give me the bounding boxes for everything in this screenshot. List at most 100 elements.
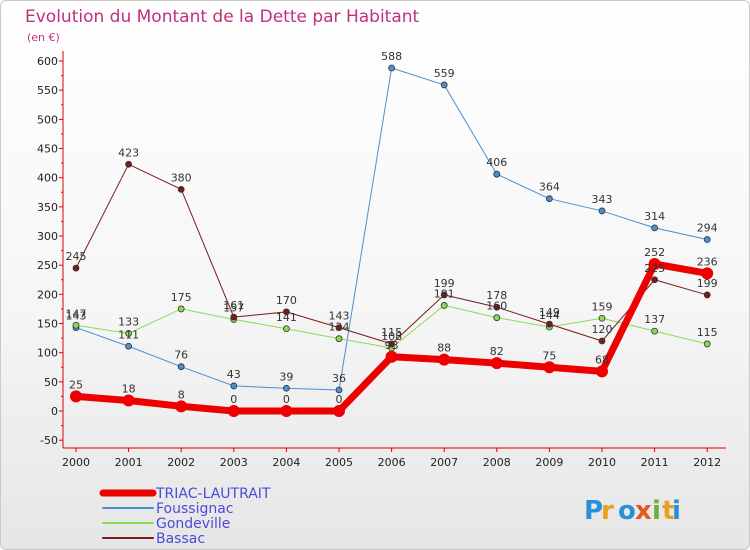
proxiti-logo: Pr o x i ti <box>584 496 681 526</box>
data-point-gondeville <box>703 340 711 348</box>
x-tick-label: 2010 <box>588 456 616 469</box>
data-point-bassac <box>651 276 658 284</box>
legend-label-foussignac: Foussignac <box>156 501 234 517</box>
legend-label-bassac: Bassac <box>156 531 205 547</box>
data-label-bassac: 115 <box>381 326 402 339</box>
y-tick-label: -50 <box>40 434 58 447</box>
logo-letter: i <box>672 496 681 526</box>
y-tick-label: 600 <box>37 55 58 68</box>
data-label-gondeville: 159 <box>592 300 613 313</box>
y-tick-label: 150 <box>37 318 58 331</box>
data-point-foussignac <box>493 170 501 178</box>
data-label-triac-lautrait: 68 <box>595 353 609 366</box>
x-tick-label: 2005 <box>325 456 353 469</box>
chart-subtitle: (en €) <box>27 31 60 44</box>
data-point-bassac <box>282 308 290 316</box>
data-point-bassac <box>598 337 606 345</box>
data-label-gondeville: 108 <box>381 330 402 343</box>
data-label-bassac: 170 <box>276 294 297 307</box>
x-tick-label: 2002 <box>167 456 195 469</box>
data-label-foussignac: 36 <box>332 372 346 385</box>
data-point-foussignac <box>546 195 553 203</box>
y-tick-label: 0 <box>51 405 58 418</box>
data-point-foussignac <box>335 386 343 394</box>
data-point-triac-lautrait <box>701 267 714 280</box>
y-tick-label: 250 <box>37 259 58 272</box>
data-label-bassac: 423 <box>118 146 139 159</box>
data-label-bassac: 161 <box>223 299 244 312</box>
data-label-bassac: 225 <box>644 262 665 275</box>
data-label-triac-lautrait: 252 <box>644 246 665 259</box>
data-label-layer: 143 111 76 43 39 36 588 559 406 364 343 314 294 147 13… <box>66 50 718 406</box>
data-point-triac-lautrait <box>122 394 135 407</box>
series-triac-lautrait <box>70 258 714 417</box>
x-tick-label: 2006 <box>378 456 406 469</box>
y-tick-label: 400 <box>37 172 58 185</box>
x-tick-label: 2004 <box>272 456 300 469</box>
logo-letter: x <box>635 496 652 526</box>
data-point-triac-lautrait <box>596 365 608 378</box>
data-point-bassac <box>335 324 343 331</box>
y-tick-label: 450 <box>37 143 58 156</box>
data-point-foussignac <box>125 342 132 350</box>
data-point-triac-lautrait <box>280 405 293 417</box>
chart-title: Evolution du Montant de la Dette par Hab… <box>25 7 420 27</box>
data-point-gondeville <box>493 314 501 322</box>
data-label-triac-lautrait: 88 <box>437 342 451 355</box>
data-point-triac-lautrait <box>648 258 661 271</box>
data-point-bassac <box>493 303 501 311</box>
data-point-bassac <box>125 160 132 168</box>
data-point-foussignac <box>177 363 185 371</box>
data-label-triac-lautrait: 8 <box>178 388 185 401</box>
x-tick-label: 2008 <box>483 456 511 469</box>
data-label-triac-lautrait: 82 <box>490 345 504 358</box>
data-label-foussignac: 76 <box>174 349 188 362</box>
data-label-bassac: 199 <box>434 277 455 290</box>
data-label-foussignac: 588 <box>381 50 402 63</box>
data-point-triac-lautrait <box>227 405 240 417</box>
data-label-bassac: 380 <box>171 171 192 184</box>
data-point-bassac <box>703 291 711 299</box>
x-tick-label: 2011 <box>641 456 669 469</box>
data-label-foussignac: 343 <box>592 193 613 206</box>
y-tick-label: 550 <box>37 84 58 97</box>
y-tick-label: 50 <box>44 376 58 389</box>
y-tick-label: 500 <box>37 113 58 126</box>
data-label-foussignac: 111 <box>118 328 139 341</box>
data-point-gondeville <box>440 302 448 309</box>
data-point-foussignac <box>388 64 396 72</box>
data-point-triac-lautrait <box>438 353 451 366</box>
data-point-triac-lautrait <box>175 400 188 413</box>
data-label-gondeville: 124 <box>329 321 350 334</box>
data-label-foussignac: 294 <box>697 222 718 235</box>
data-point-foussignac <box>703 236 711 243</box>
y-tick-label: 200 <box>37 288 58 301</box>
logo-letter: r <box>601 496 614 526</box>
data-label-foussignac: 43 <box>227 368 241 381</box>
x-tick-label: 2012 <box>693 456 721 469</box>
y-tick-label: 300 <box>37 230 58 243</box>
data-point-gondeville <box>651 327 658 335</box>
legend-label-gondeville: Gondeville <box>156 516 230 532</box>
data-label-foussignac: 559 <box>434 67 455 80</box>
data-point-bassac <box>546 320 553 328</box>
data-point-gondeville <box>125 330 132 337</box>
data-label-triac-lautrait: 0 <box>230 393 237 406</box>
data-point-triac-lautrait <box>543 361 556 374</box>
data-label-triac-lautrait: 0 <box>336 393 343 406</box>
data-label-gondeville: 133 <box>118 315 139 328</box>
data-label-triac-lautrait: 0 <box>283 393 290 406</box>
series-gondeville <box>72 302 711 352</box>
data-point-gondeville <box>282 325 290 333</box>
data-point-bassac <box>72 264 80 272</box>
data-point-foussignac <box>440 81 448 89</box>
data-label-gondeville: 181 <box>434 287 455 300</box>
data-label-gondeville: 144 <box>539 309 560 322</box>
series-layer <box>70 64 714 417</box>
data-label-gondeville: 147 <box>66 307 87 320</box>
data-label-gondeville: 157 <box>223 301 244 314</box>
data-point-foussignac <box>282 384 290 392</box>
data-label-bassac: 178 <box>486 289 507 302</box>
data-point-bassac <box>230 313 238 321</box>
